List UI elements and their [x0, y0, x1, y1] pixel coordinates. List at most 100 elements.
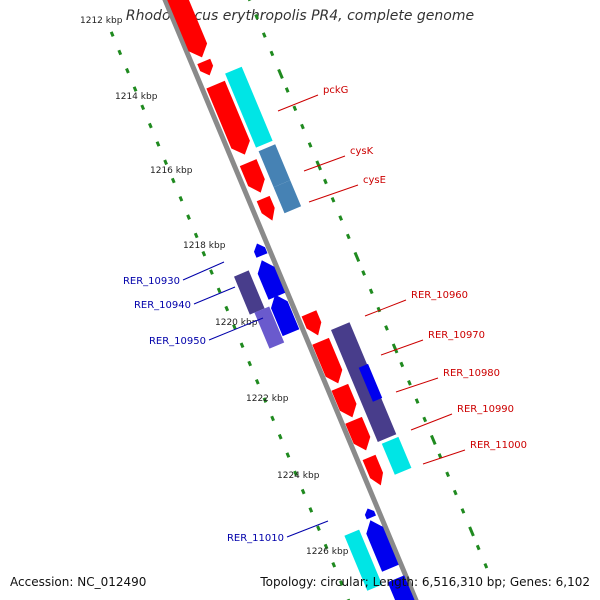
- gene-feature[interactable]: [366, 520, 399, 572]
- gene-feature[interactable]: [167, 0, 208, 58]
- gene-label[interactable]: RER_10990: [457, 404, 514, 415]
- label-leader-line: [277, 94, 319, 112]
- ruler-label: 1226 kbp: [306, 547, 349, 557]
- tick-mark: [483, 562, 489, 569]
- gene-track: [167, 0, 415, 600]
- gene-label[interactable]: RER_11010: [227, 533, 284, 544]
- gene-feature[interactable]: [273, 180, 302, 214]
- tick-mark: [361, 270, 366, 276]
- gene-label[interactable]: RER_10960: [411, 290, 468, 301]
- gene-feature[interactable]: [234, 270, 265, 315]
- tick-mark: [201, 250, 207, 257]
- label-leader-line: [395, 377, 439, 393]
- tick-mark: [109, 31, 115, 37]
- outer-tick-ring: [247, 0, 489, 569]
- tick-mark: [262, 397, 268, 403]
- tick-mark: [125, 67, 130, 74]
- gene-feature[interactable]: [345, 416, 371, 451]
- coordinate-ruler: 1212 kbp 1214 kbp 1216 kbp 1218 kbp 1220 kbp…: [80, 16, 349, 557]
- gene-feature[interactable]: [301, 310, 322, 336]
- gene-label[interactable]: pckG: [323, 85, 348, 96]
- gene-label[interactable]: cysE: [363, 175, 386, 186]
- gene-feature[interactable]: [239, 159, 265, 193]
- gene-feature[interactable]: [254, 306, 285, 349]
- tick-mark: [316, 525, 321, 532]
- gene-feature[interactable]: [256, 195, 275, 221]
- gene-label[interactable]: RER_10940: [134, 300, 191, 311]
- map-title: Rhodococcus erythropolis PR4, complete g…: [125, 8, 475, 24]
- tick-mark: [178, 196, 184, 202]
- tick-mark: [414, 398, 420, 404]
- tick-mark: [132, 86, 138, 92]
- tick-mark: [353, 251, 361, 263]
- tick-mark: [384, 325, 389, 331]
- tick-mark: [255, 379, 260, 385]
- gene-label[interactable]: RER_11000: [470, 440, 527, 451]
- tick-mark: [155, 141, 161, 147]
- gene-feature[interactable]: [271, 294, 300, 337]
- tick-mark: [391, 343, 399, 354]
- tick-mark: [254, 13, 259, 20]
- tick-mark: [284, 87, 290, 93]
- tick-mark: [399, 361, 405, 368]
- gene-feature[interactable]: [331, 322, 397, 442]
- tick-mark: [270, 415, 275, 422]
- tick-mark: [247, 0, 252, 2]
- tick-mark: [117, 49, 123, 56]
- gene-feature[interactable]: [197, 58, 214, 76]
- gene-feature[interactable]: [387, 575, 415, 600]
- gene-label[interactable]: RER_10970: [428, 330, 485, 341]
- tick-mark: [452, 489, 458, 496]
- tick-mark: [209, 269, 214, 275]
- gene-label[interactable]: RER_10950: [149, 336, 206, 347]
- tick-mark: [269, 50, 275, 57]
- tick-mark: [460, 508, 466, 514]
- tick-mark: [430, 434, 437, 446]
- label-leader-line: [193, 286, 236, 305]
- gene-feature[interactable]: [331, 383, 357, 418]
- tick-mark: [345, 233, 351, 240]
- gene-label[interactable]: RER_10980: [443, 368, 500, 379]
- tick-mark: [285, 452, 291, 458]
- tick-mark: [247, 360, 253, 367]
- gene-label[interactable]: RER_10930: [123, 276, 180, 287]
- tick-mark: [407, 379, 412, 386]
- gene-feature[interactable]: [254, 243, 268, 258]
- tick-mark: [232, 324, 237, 330]
- tick-mark: [277, 68, 284, 80]
- tick-mark: [308, 507, 314, 513]
- tick-mark: [300, 488, 306, 495]
- label-leader-line: [286, 520, 329, 538]
- tick-mark: [339, 580, 344, 586]
- ruler-label: 1216 kbp: [150, 166, 193, 176]
- gene-feature[interactable]: [344, 529, 383, 591]
- label-leader-line: [364, 299, 407, 317]
- tick-mark: [376, 306, 382, 313]
- gene-feature[interactable]: [364, 508, 376, 520]
- tick-mark: [224, 305, 230, 312]
- tick-mark: [338, 215, 344, 221]
- tick-mark: [261, 32, 267, 38]
- gene-feature[interactable]: [381, 436, 412, 475]
- gene-feature[interactable]: [258, 144, 291, 188]
- tick-mark: [186, 214, 191, 220]
- gene-label[interactable]: cysK: [350, 146, 374, 157]
- accession-label: Accession: NC_012490: [10, 575, 147, 589]
- gene-feature[interactable]: [225, 66, 273, 148]
- tick-mark: [148, 122, 153, 129]
- tick-mark: [300, 123, 305, 130]
- label-leader-line: [308, 184, 359, 203]
- label-leader-line: [182, 261, 225, 281]
- tick-mark: [193, 232, 199, 239]
- gene-feature[interactable]: [257, 260, 286, 300]
- label-leader-line: [410, 413, 453, 431]
- gene-feature[interactable]: [358, 363, 383, 402]
- gene-feature[interactable]: [312, 337, 343, 384]
- gene-feature[interactable]: [362, 454, 383, 486]
- topology-label: Topology: circular; Length: 6,516,310 bp…: [260, 575, 590, 589]
- ruler-label: 1222 kbp: [246, 394, 289, 404]
- tick-mark: [468, 526, 475, 537]
- gene-feature[interactable]: [206, 80, 250, 155]
- tick-mark: [331, 562, 337, 568]
